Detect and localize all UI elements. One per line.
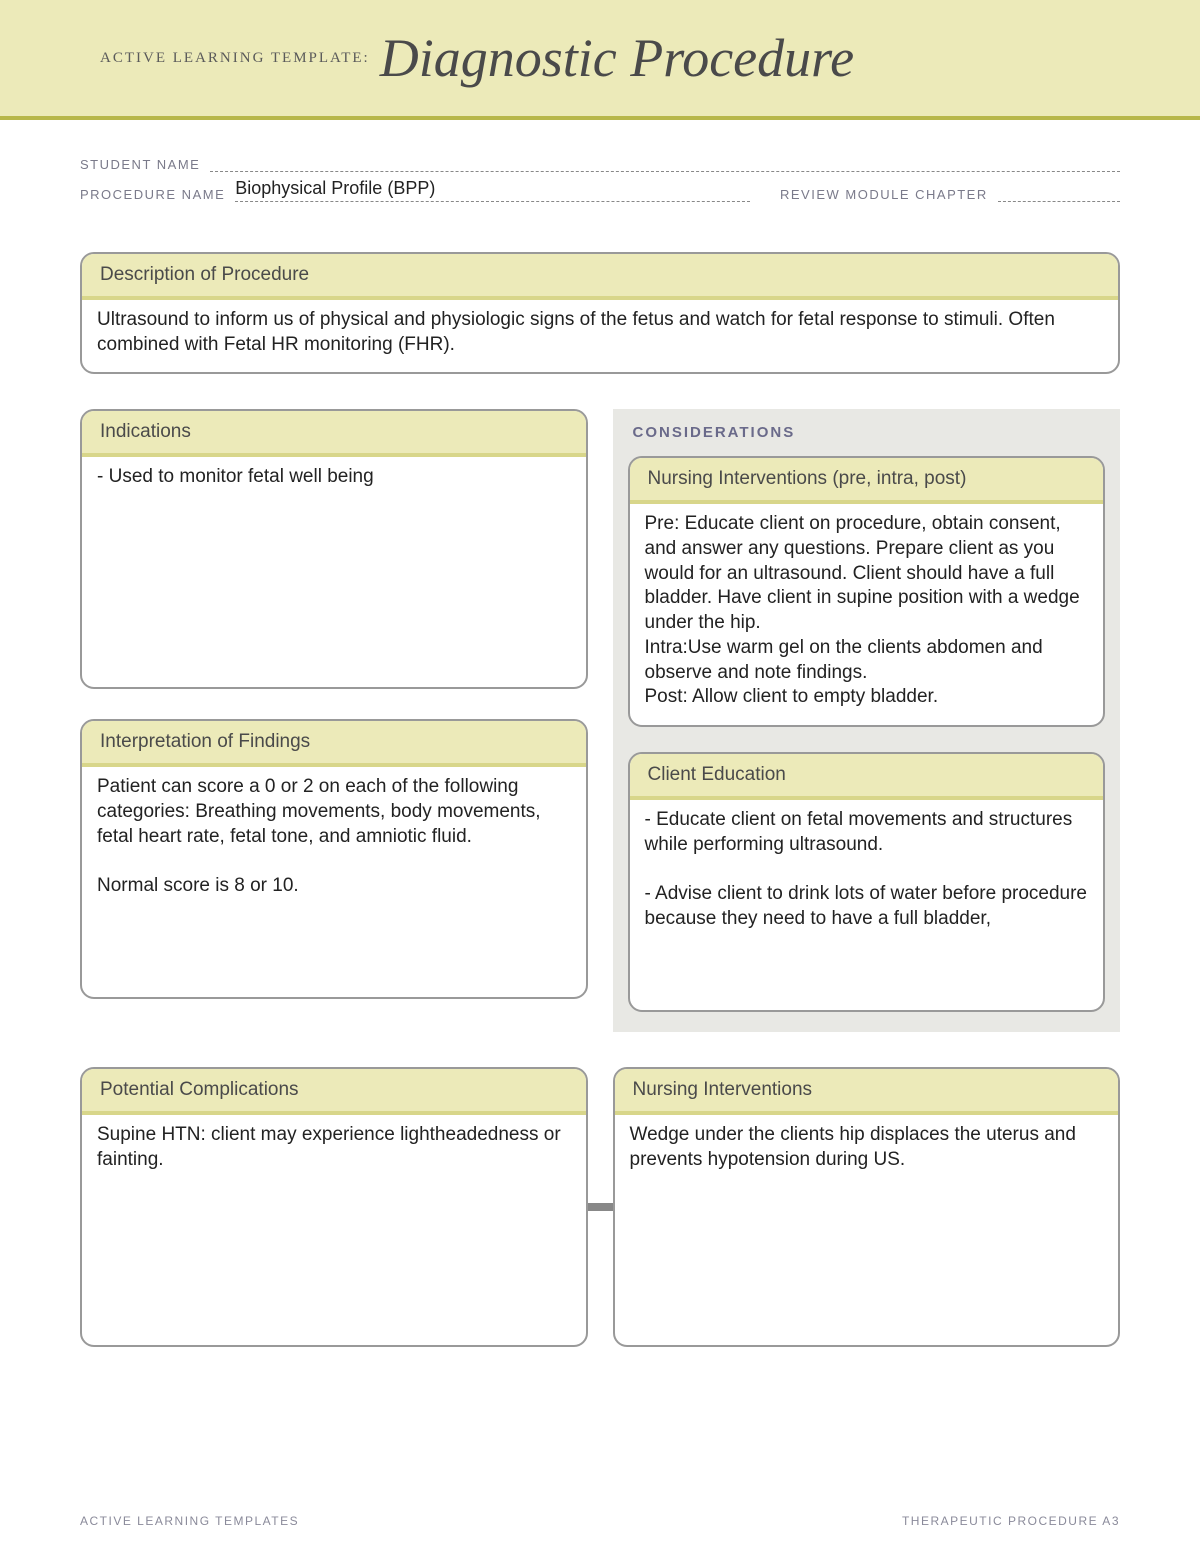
main-columns: Indications - Used to monitor fetal well… — [80, 409, 1120, 1032]
nursing-interventions-bottom-header: Nursing Interventions — [615, 1069, 1119, 1115]
description-body: Ultrasound to inform us of physical and … — [82, 300, 1118, 372]
description-card: Description of Procedure Ultrasound to i… — [80, 252, 1120, 374]
card-connector — [588, 1067, 613, 1347]
footer-left: ACTIVE LEARNING TEMPLATES — [80, 1514, 299, 1528]
interpretation-body: Patient can score a 0 or 2 on each of th… — [82, 767, 586, 997]
interpretation-card: Interpretation of Findings Patient can s… — [80, 719, 588, 999]
review-module-label: REVIEW MODULE CHAPTER — [780, 187, 988, 202]
bottom-row: Potential Complications Supine HTN: clie… — [80, 1067, 1120, 1347]
indications-header: Indications — [82, 411, 586, 457]
nursing-interventions-bottom-body: Wedge under the clients hip displaces th… — [615, 1115, 1119, 1345]
client-education-header: Client Education — [630, 754, 1104, 800]
procedure-name-value: Biophysical Profile (BPP) — [235, 178, 435, 199]
banner-prefix: ACTIVE LEARNING TEMPLATE: — [100, 50, 370, 67]
description-header: Description of Procedure — [82, 254, 1118, 300]
nursing-interventions-header: Nursing Interventions (pre, intra, post) — [630, 458, 1104, 504]
complications-card: Potential Complications Supine HTN: clie… — [80, 1067, 588, 1347]
nursing-interventions-bottom-card: Nursing Interventions Wedge under the cl… — [613, 1067, 1121, 1347]
client-education-body: - Educate client on fetal movements and … — [630, 800, 1104, 1010]
client-education-card: Client Education - Educate client on fet… — [628, 752, 1106, 1012]
page-footer: ACTIVE LEARNING TEMPLATES THERAPEUTIC PR… — [80, 1514, 1120, 1528]
interpretation-header: Interpretation of Findings — [82, 721, 586, 767]
student-name-label: STUDENT NAME — [80, 157, 200, 172]
student-name-input[interactable] — [210, 150, 1120, 172]
footer-right: THERAPEUTIC PROCEDURE A3 — [902, 1514, 1120, 1528]
considerations-box: CONSIDERATIONS Nursing Interventions (pr… — [613, 409, 1121, 1032]
complications-header: Potential Complications — [82, 1069, 586, 1115]
page-banner: ACTIVE LEARNING TEMPLATE: Diagnostic Pro… — [0, 0, 1200, 120]
banner-title: Diagnostic Procedure — [380, 27, 854, 89]
content-area: STUDENT NAME PROCEDURE NAME Biophysical … — [0, 120, 1200, 1347]
nursing-interventions-body: Pre: Educate client on procedure, obtain… — [630, 504, 1104, 725]
right-column: CONSIDERATIONS Nursing Interventions (pr… — [613, 409, 1121, 1032]
left-column: Indications - Used to monitor fetal well… — [80, 409, 588, 1032]
indications-card: Indications - Used to monitor fetal well… — [80, 409, 588, 689]
procedure-name-label: PROCEDURE NAME — [80, 187, 225, 202]
complications-body: Supine HTN: client may experience lighth… — [82, 1115, 586, 1345]
student-name-row: STUDENT NAME — [80, 150, 1120, 172]
review-module-input[interactable] — [998, 180, 1120, 202]
procedure-name-input[interactable]: Biophysical Profile (BPP) — [235, 180, 750, 202]
procedure-review-row: PROCEDURE NAME Biophysical Profile (BPP)… — [80, 180, 1120, 202]
considerations-title: CONSIDERATIONS — [628, 424, 1106, 441]
indications-body: - Used to monitor fetal well being — [82, 457, 586, 687]
nursing-interventions-card: Nursing Interventions (pre, intra, post)… — [628, 456, 1106, 727]
